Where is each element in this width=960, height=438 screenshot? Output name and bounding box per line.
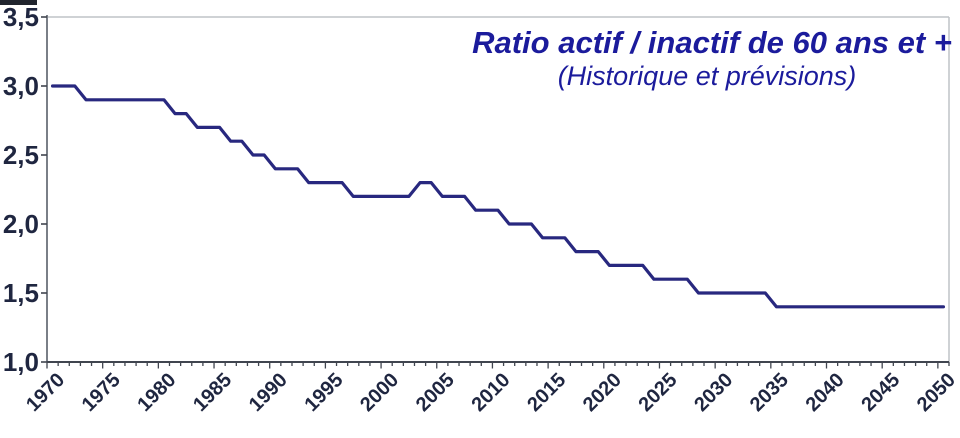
x-tick-label: 1990: [245, 369, 292, 416]
x-tick-label: 2005: [412, 369, 459, 416]
x-tick-label: 1975: [78, 369, 125, 416]
x-tick-label: 2025: [635, 369, 682, 416]
x-tick-label: 2020: [579, 369, 626, 416]
top-left-crop-artifact: [0, 0, 37, 5]
y-tick-label: 1,0: [3, 347, 39, 377]
x-tick-label: 2035: [746, 369, 793, 416]
series: [50, 84, 946, 309]
y-tick-label: 2,0: [3, 209, 39, 239]
y-tick-label: 1,5: [3, 278, 39, 308]
x-tick-label: 2015: [523, 369, 570, 416]
x-tick-label: 2050: [913, 369, 960, 416]
chart-subtitle: (Historique et prévisions): [558, 61, 857, 91]
x-tick-label: 2000: [356, 369, 403, 416]
x-tick-label: 2030: [690, 369, 737, 416]
x-tick-label: 1980: [133, 369, 180, 416]
y-tick-label: 3,0: [3, 71, 39, 101]
x-tick-label: 1985: [189, 369, 236, 416]
x-tick-label: 2010: [468, 369, 515, 416]
y-tick-label: 3,5: [3, 2, 39, 32]
x-tick-label: 2040: [802, 369, 849, 416]
chart-title: Ratio actif / inactif de 60 ans et +: [472, 25, 952, 60]
x-tick-label: 2045: [857, 369, 904, 416]
y-tick-label: 2,5: [3, 140, 39, 170]
data-line: [50, 84, 946, 309]
x-tick-label: 1995: [301, 369, 348, 416]
